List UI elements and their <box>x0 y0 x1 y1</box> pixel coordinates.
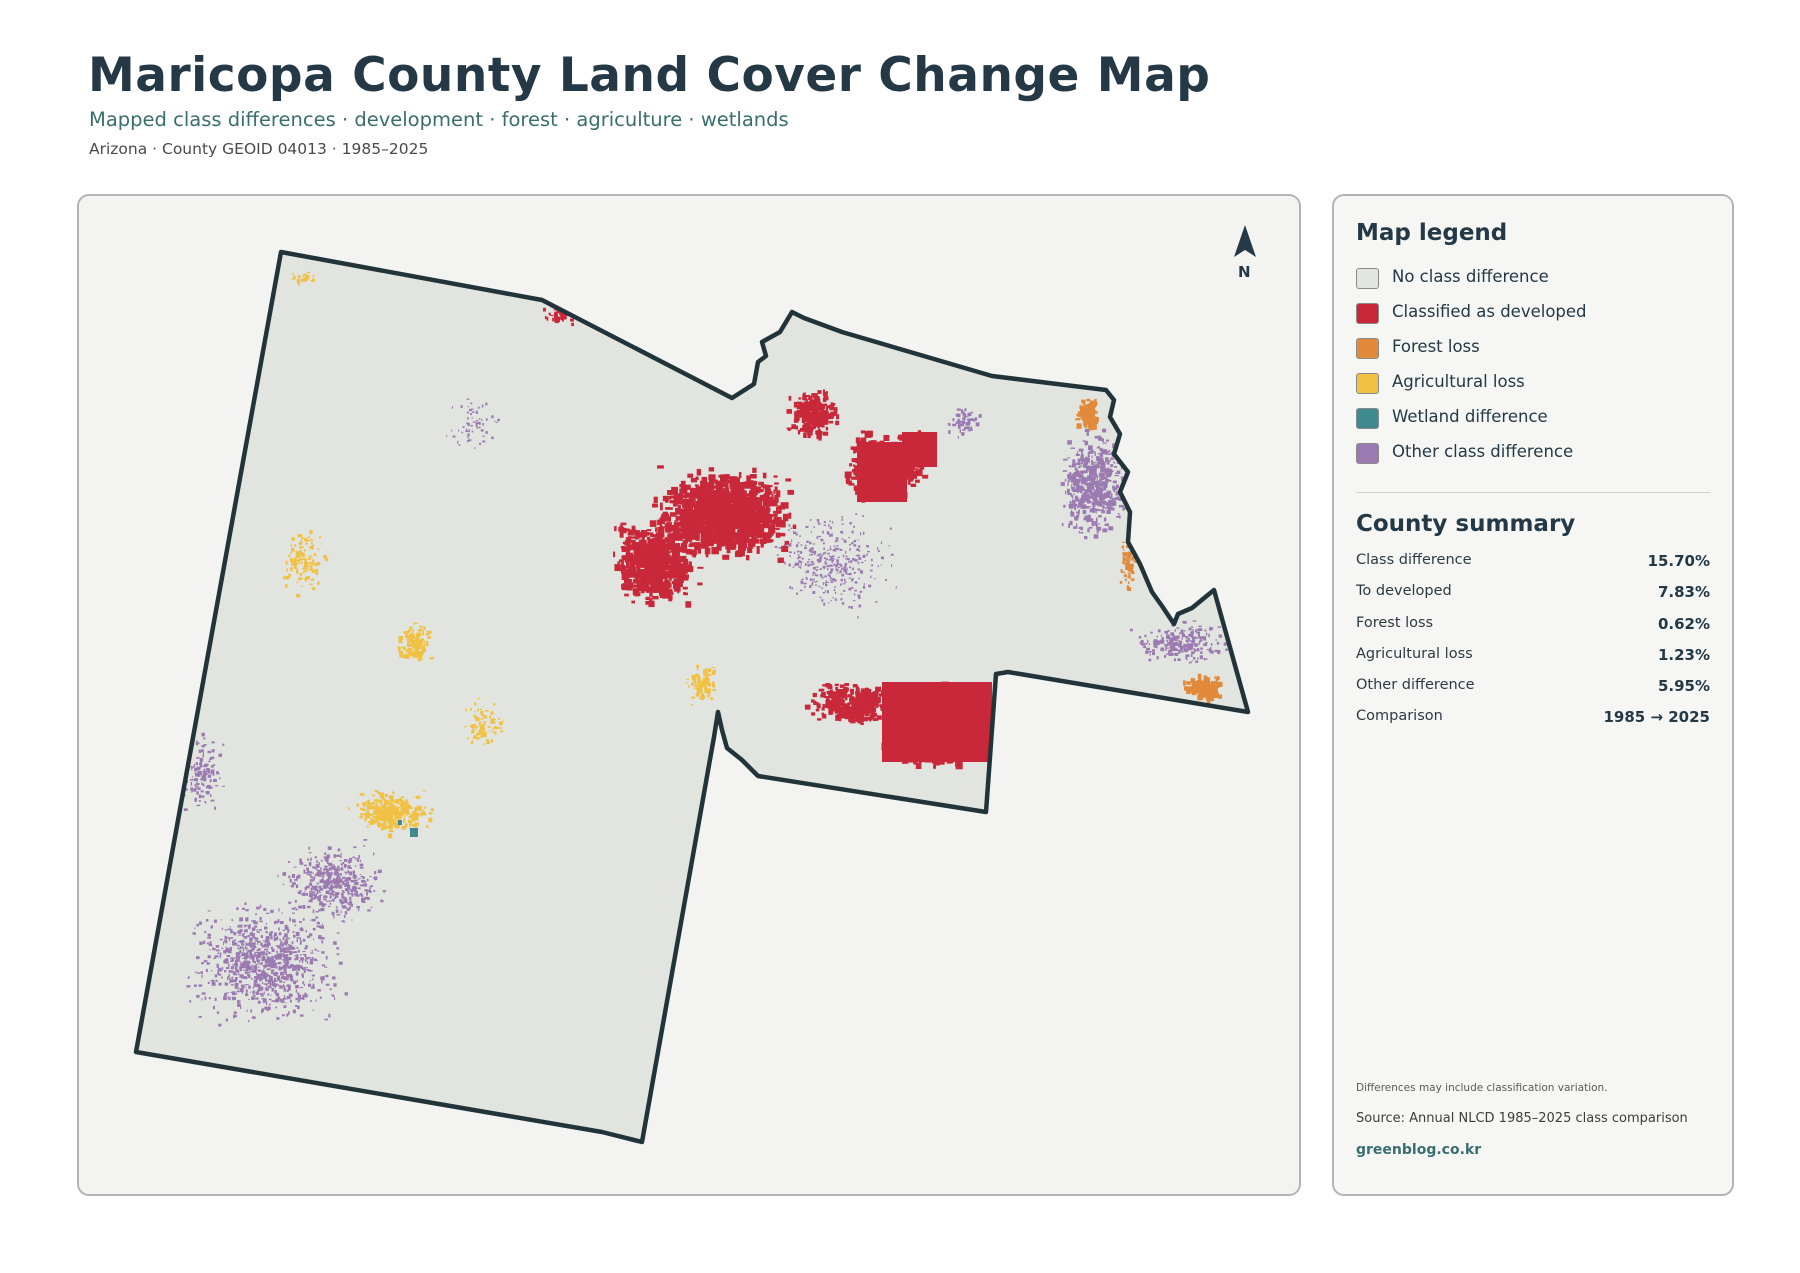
other-difference-patch <box>186 902 348 1027</box>
wetland-difference-patch <box>398 820 402 825</box>
legend-item: No class difference <box>1356 266 1710 301</box>
north-label: N <box>1238 263 1251 281</box>
other-difference-patch <box>1060 428 1130 540</box>
county-boundary <box>133 249 1251 1145</box>
north-arrow-icon <box>1234 225 1256 257</box>
summary-key: Comparison <box>1356 708 1443 725</box>
summary-row: Comparison 1985 → 2025 <box>1356 708 1710 739</box>
summary-row: Other difference 5.95% <box>1356 677 1710 708</box>
wetland-difference-patch <box>410 828 418 837</box>
agricultural-loss-patch <box>292 271 315 286</box>
forest-loss-patch <box>1119 540 1138 591</box>
summary-value: 5.95% <box>1657 677 1710 696</box>
summary-key: Class difference <box>1356 552 1472 568</box>
other-difference-patch <box>446 398 500 449</box>
footnote: Differences may include classification v… <box>1356 1082 1608 1094</box>
summary-row: Forest loss 0.62% <box>1356 615 1710 646</box>
other-difference-patch <box>774 513 897 619</box>
legend-label: No class difference <box>1392 267 1549 286</box>
summary-title: County summary <box>1356 511 1576 537</box>
summary-value: 1.23% <box>1657 645 1710 664</box>
summary-key: Forest loss <box>1356 614 1434 631</box>
developed-patch <box>804 683 894 726</box>
legend-label: Wetland difference <box>1392 407 1548 426</box>
developed-block <box>882 682 992 762</box>
summary-value: 1985 → 2025 <box>1603 708 1710 727</box>
side-panel: Map legend No class difference Classified… <box>1332 194 1734 1196</box>
change-layer <box>183 271 1235 1027</box>
legend-item: Classified as developed <box>1356 301 1710 336</box>
legend-swatch <box>1356 408 1379 429</box>
developed-patch <box>786 389 840 441</box>
legend-swatch <box>1356 338 1379 359</box>
summary-row: Class difference 15.70% <box>1356 552 1710 583</box>
legend-swatch <box>1356 268 1379 289</box>
legend-title: Map legend <box>1356 220 1508 246</box>
legend-item: Other class difference <box>1356 441 1710 476</box>
county-map[interactable] <box>79 196 1301 1196</box>
page-title: Maricopa County Land Cover Change Map <box>88 48 1211 103</box>
summary-value: 7.83% <box>1657 583 1710 602</box>
developed-block <box>857 442 907 502</box>
legend-item: Agricultural loss <box>1356 371 1710 406</box>
legend-swatch <box>1356 373 1379 394</box>
summary-value: 0.62% <box>1657 614 1710 633</box>
other-difference-patch <box>183 732 225 811</box>
agricultural-loss-patch <box>348 790 434 839</box>
legend-label: Agricultural loss <box>1392 372 1525 391</box>
other-difference-patch <box>947 408 982 439</box>
agricultural-loss-patch <box>464 697 504 745</box>
page-meta: Arizona · County GEOID 04013 · 1985–2025 <box>89 140 429 158</box>
other-difference-patch <box>1129 620 1235 664</box>
divider <box>1356 492 1710 493</box>
map-panel[interactable] <box>77 194 1301 1196</box>
summary-key: Agricultural loss <box>1356 645 1473 662</box>
legend-item: Wetland difference <box>1356 406 1710 441</box>
site-link[interactable]: greenblog.co.kr <box>1356 1142 1482 1158</box>
forest-loss-patch <box>1075 398 1099 431</box>
legend-swatch <box>1356 303 1379 324</box>
developed-block <box>902 432 937 467</box>
agricultural-loss-patch <box>282 530 329 598</box>
legend-swatch <box>1356 443 1379 464</box>
source-credit: Source: Annual NLCD 1985–2025 class comp… <box>1356 1111 1688 1126</box>
summary-value: 15.70% <box>1647 552 1710 570</box>
summary-row: Agricultural loss 1.23% <box>1356 646 1710 677</box>
legend-list: No class difference Classified as develop… <box>1356 266 1710 476</box>
agricultural-loss-patch <box>397 622 434 662</box>
page-subtitle: Mapped class differences · development ·… <box>89 108 789 131</box>
legend-label: Other class difference <box>1392 442 1574 461</box>
summary-key: Other difference <box>1356 677 1475 694</box>
agricultural-loss-patch <box>685 664 716 706</box>
other-difference-patch <box>277 839 387 926</box>
forest-loss-patch <box>1183 673 1223 704</box>
summary-list: Class difference 15.70% To developed 7.83% F… <box>1356 552 1710 740</box>
legend-label: Forest loss <box>1392 337 1480 356</box>
summary-row: To developed 7.83% <box>1356 583 1710 614</box>
legend-item: Forest loss <box>1356 336 1710 371</box>
summary-key: To developed <box>1356 583 1452 600</box>
developed-patch <box>613 520 704 608</box>
legend-label: Classified as developed <box>1392 302 1587 321</box>
